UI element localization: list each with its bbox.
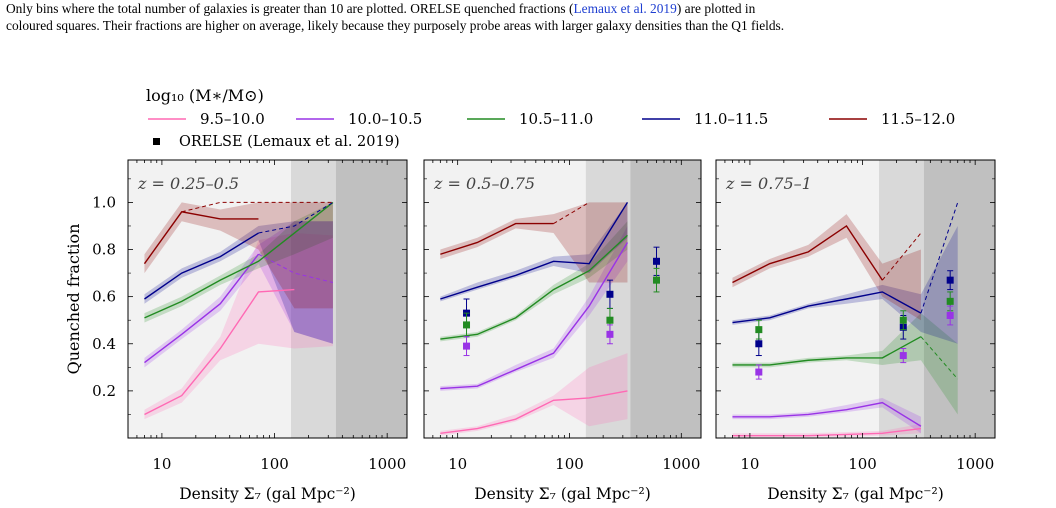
uncertainty-band-3: [144, 221, 333, 344]
uncertainty-band-0: [144, 233, 333, 420]
x-tick-label: 1000: [956, 455, 994, 473]
panel-title: z = 0.75–1: [725, 174, 812, 193]
x-tick-label: 10: [740, 455, 759, 473]
series-line-2: [144, 201, 334, 319]
orelse-marker-0-0: [755, 340, 763, 348]
orelse-marker-0-1: [606, 290, 614, 298]
panel-0: 10 100 1000 0.2 0.4 0.6 0.8 1.0 z = 0.25–0.5 Dens…: [64, 159, 408, 503]
uncertainty-band-4: [144, 202, 333, 309]
legend-title: log₁₀ (M∗/M⊙): [146, 86, 264, 105]
panel-frame: [715, 159, 996, 439]
series-line-3: [440, 202, 629, 300]
panel-plot-area-2: [716, 160, 995, 438]
uncertainty-band-3: [732, 225, 958, 344]
uncertainty-band-1: [144, 221, 333, 368]
orelse-marker-1-1: [606, 316, 614, 324]
orelse-marker-2-0: [463, 342, 471, 350]
series-line-4: [440, 222, 554, 255]
shaded-region-dark: [630, 160, 701, 438]
x-tick-label: 1000: [368, 455, 406, 473]
orelse-marker-1-0: [755, 326, 763, 334]
series-line-0: [732, 427, 922, 437]
series-line-1: [440, 242, 629, 390]
series-line-2: [440, 234, 628, 340]
legend-label-0: 9.5–10.0: [200, 110, 265, 128]
uncertainty-band-3: [440, 202, 628, 302]
legend-orelse-label: ORELSE (Lemaux et al. 2019): [179, 134, 400, 150]
y-tick-label: 1.0: [92, 193, 116, 211]
panel-plot-area-1: [424, 160, 701, 438]
uncertainty-band-0: [440, 353, 628, 436]
series-dashed-2: [920, 336, 959, 380]
caption-line-2: coloured squares. Their fractions are hi…: [6, 18, 785, 33]
series-dashed-3: [258, 201, 334, 234]
x-tick-label: 10: [448, 455, 467, 473]
panel-title: z = 0.5–0.75: [433, 174, 535, 193]
series-dashed-3: [920, 202, 959, 314]
y-tick-label: 0.4: [92, 335, 116, 353]
legend-label-2: 10.5–11.0: [519, 110, 593, 128]
x-tick-label: 10: [152, 455, 171, 473]
series-line-1: [144, 253, 260, 364]
y-axis-label: Quenched fraction: [64, 224, 83, 375]
orelse-marker-2-1: [899, 352, 907, 360]
caption-line-1: Only bins where the total number of gala…: [6, 0, 1052, 17]
panel-plot-area-0: [128, 160, 407, 438]
series-line-0: [144, 288, 295, 416]
uncertainty-band-4: [732, 214, 921, 321]
orelse-marker-2-0: [755, 368, 763, 376]
panel-1: 10 100 1000 z = 0.5–0.75 Density Σ₇ (gal Mpc…: [423, 159, 702, 503]
x-axis-label: Density Σ₇ (gal Mpc⁻²): [179, 485, 356, 503]
series-line-3: [732, 291, 922, 324]
orelse-marker-1-2: [653, 276, 661, 284]
series-line-3: [144, 232, 259, 300]
series-line-4: [732, 224, 883, 284]
panel-frame: [423, 159, 702, 439]
orelse-marker-1-0: [463, 321, 471, 329]
y-tick-label: 0.6: [92, 288, 116, 306]
uncertainty-band-2: [732, 313, 958, 415]
caption-text: Only bins where the total number of gala…: [6, 1, 574, 16]
chart-panels: 10 100 1000 0.2 0.4 0.6 0.8 1.0 z = 0.25–0.5 Dens…: [64, 159, 996, 503]
series-line-0: [440, 390, 628, 434]
panel-frame: [127, 159, 408, 439]
x-tick-label: 100: [260, 455, 289, 473]
uncertainty-band-1: [732, 397, 921, 434]
legend-orelse-marker: [153, 138, 160, 145]
orelse-marker-1-2: [946, 297, 954, 305]
orelse-marker-0-2: [653, 257, 661, 265]
panel-2: 10 100 1000 z = 0.75–1 Density Σ₇ (gal Mpc⁻²…: [715, 159, 996, 503]
legend-label-3: 11.0–11.5: [694, 110, 768, 128]
series-line-1: [732, 401, 922, 427]
shaded-region-light: [878, 160, 924, 438]
x-tick-label: 100: [555, 455, 584, 473]
shaded-region-dark: [923, 160, 995, 438]
panel-title: z = 0.25–0.5: [137, 174, 239, 193]
series-line-2: [732, 336, 922, 366]
x-tick-label: 100: [848, 455, 877, 473]
series-line-4: [143, 211, 259, 265]
legend-label-4: 11.5–12.0: [881, 110, 955, 128]
x-tick-label: 1000: [662, 455, 700, 473]
x-axis-label: Density Σ₇ (gal Mpc⁻²): [474, 485, 651, 503]
uncertainty-band-1: [440, 225, 628, 391]
series-dashed-4: [181, 201, 333, 213]
shaded-region-dark: [335, 160, 407, 438]
legend-label-1: 10.0–10.5: [348, 110, 422, 128]
orelse-marker-2-2: [946, 311, 954, 319]
x-axis-label: Density Σ₇ (gal Mpc⁻²): [767, 485, 944, 503]
legend: log₁₀ (M∗/M⊙) 9.5–10.0 10.0–10.5 10.5–11.0 1…: [146, 86, 955, 150]
caption-text: ) are plotted in: [676, 1, 756, 16]
series-dashed-4: [881, 232, 922, 281]
y-tick-label: 0.2: [92, 382, 116, 400]
orelse-marker-2-1: [606, 330, 614, 338]
orelse-marker-0-2: [946, 276, 954, 284]
uncertainty-band-2: [144, 202, 333, 323]
figure-caption: Only bins where the total number of gala…: [6, 0, 1052, 34]
y-tick-label: 0.8: [92, 241, 116, 259]
orelse-marker-1-1: [899, 316, 907, 324]
caption-citation-link[interactable]: Lemaux et al. 2019: [573, 1, 677, 16]
